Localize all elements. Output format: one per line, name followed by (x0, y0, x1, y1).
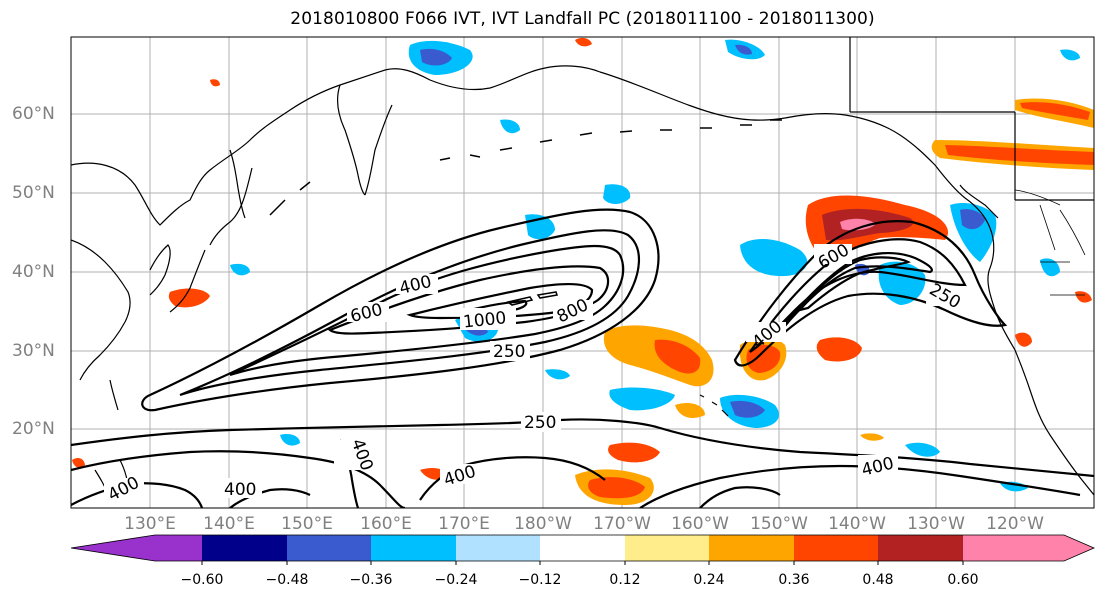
colorbar-tick: 0.48 (862, 572, 894, 588)
colorbar-swatch (371, 535, 456, 561)
colorbar-swatch (794, 535, 878, 561)
colorbar-tick: −0.12 (518, 572, 562, 588)
lon-label: 180°W (514, 514, 572, 534)
ivt-contours (71, 208, 1094, 508)
lat-label: 30°N (12, 341, 55, 361)
colorbar-tick: −0.48 (265, 572, 309, 588)
contour-label: 250 (493, 342, 525, 362)
lon-label: 130°E (124, 514, 176, 534)
colorbar-swatch (456, 535, 540, 561)
colorbar-outline (70, 534, 1096, 562)
colorbar-tick: 0.12 (609, 572, 641, 588)
lon-label: 130°W (907, 514, 965, 534)
lon-label: 170°E (438, 514, 490, 534)
colorbar (70, 534, 1096, 565)
map-title: 2018010800 F066 IVT, IVT Landfall PC (20… (290, 9, 875, 29)
contour-label: 1000 (462, 308, 507, 332)
colorbar-tick: −0.36 (349, 572, 393, 588)
lat-label: 60°N (12, 104, 55, 124)
colorbar-tick: 0.24 (693, 572, 725, 588)
contour-label-bg (104, 244, 966, 498)
gridlines (71, 37, 1094, 508)
lon-label: 140°W (828, 514, 886, 534)
colorbar-swatch (155, 535, 202, 561)
lat-label: 50°N (12, 183, 55, 203)
lon-label: 120°W (986, 514, 1044, 534)
colorbar-tick: 0.36 (778, 572, 810, 588)
lat-label: 40°N (12, 262, 55, 282)
lon-label: 140°E (203, 514, 255, 534)
colorbar-extend-high (1064, 535, 1094, 561)
map-frame (70, 36, 1095, 509)
colorbar-swatch (202, 535, 287, 561)
lon-label: 170°W (593, 514, 651, 534)
colorbar-swatch (625, 535, 709, 561)
lon-label: 160°W (671, 514, 729, 534)
colorbar-tick: −0.24 (434, 572, 478, 588)
colorbar-swatch (963, 535, 1064, 561)
contour-label: 250 (524, 413, 556, 433)
contour-label: 400 (224, 480, 256, 500)
colorbar-extend-low (71, 535, 155, 561)
colorbar-tick: −0.60 (180, 572, 224, 588)
colorbar-swatch (709, 535, 794, 561)
colorbar-swatch (540, 535, 625, 561)
colorbar-swatch (287, 535, 371, 561)
coastlines (71, 37, 1094, 496)
lon-label: 150°W (750, 514, 808, 534)
colorbar-tick: 0.60 (947, 572, 979, 588)
lon-label: 150°E (281, 514, 333, 534)
lon-label: 160°E (360, 514, 412, 534)
colorbar-swatch (878, 535, 963, 561)
lat-label: 20°N (12, 419, 55, 439)
